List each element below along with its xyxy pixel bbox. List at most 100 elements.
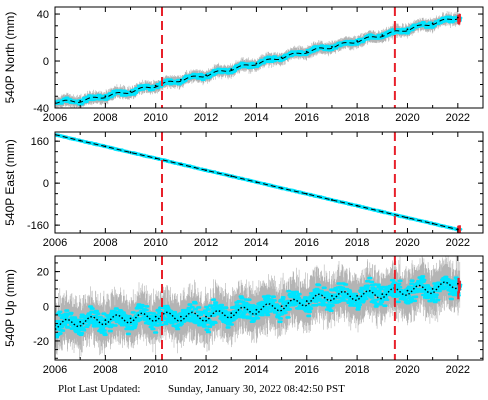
x-tick-label: 2012: [194, 237, 218, 249]
data-point-east-5: [179, 163, 182, 166]
x-tick-label: 2018: [345, 364, 369, 376]
model-line-east: [55, 134, 460, 231]
data-point-north-9: [280, 56, 283, 59]
data-point-east-12: [356, 204, 359, 207]
y-tick-label: 40: [37, 9, 49, 21]
data-point-north-6: [205, 74, 207, 77]
plot-area-north: [55, 11, 463, 108]
data-point-up-12: [356, 294, 359, 297]
model-line-up: [55, 281, 461, 331]
x-tick-label: 2012: [194, 364, 218, 376]
y-tick-label: 20: [37, 267, 49, 279]
y-tick-label: 0: [43, 56, 49, 68]
data-point-up-3: [129, 317, 132, 320]
data-point-north-1: [79, 100, 82, 102]
x-tick-label: 2022: [446, 237, 470, 249]
y-tick-label: 0: [43, 301, 49, 313]
plot-updated-label: Plot Last Updated:: [58, 383, 141, 395]
data-point-up-15: [431, 288, 434, 290]
data-point-east-14: [406, 216, 409, 219]
data-point-east-1: [79, 139, 82, 142]
x-tick-label: 2020: [395, 364, 419, 376]
data-point-north-5: [179, 78, 182, 81]
data-point-north-11: [331, 46, 333, 48]
panel-east: 2006 2008 2010 2012 2014 2016 2018 2020 2022 -160…: [3, 131, 484, 249]
x-tick-label: 2016: [295, 237, 319, 249]
panel-north: 2006 2008 2010 2012 2014 2016 2018 2020 2022 -40 0…: [3, 6, 484, 124]
x-tick-label: 2008: [93, 364, 117, 376]
data-point-east-15: [431, 222, 434, 225]
x-tick-label: 2022: [446, 364, 470, 376]
data-point-north-2: [104, 95, 107, 98]
panel-frame-up: [54, 255, 484, 361]
data-point-up-4: [154, 315, 157, 318]
x-tick-label: 2012: [194, 112, 218, 124]
y-axis-label-east: 540P East (mm): [3, 139, 17, 225]
y-tick-label: 160: [31, 136, 49, 148]
panel-frame-east: [54, 131, 484, 234]
x-tick-label: 2018: [345, 112, 369, 124]
data-point-up-10: [305, 300, 308, 302]
x-tick-label: 2022: [446, 112, 470, 124]
data-point-north-3: [129, 90, 132, 93]
plot-area-east: [55, 133, 463, 233]
y-axis-label-up: 540P Up (mm): [3, 269, 17, 347]
plot-area-up: [55, 256, 463, 360]
data-point-east-11: [331, 199, 333, 201]
data-point-up-1: [79, 320, 82, 323]
data-point-east-7: [230, 175, 233, 177]
filtered-points-north: [55, 15, 463, 106]
data-point-east-10: [305, 193, 308, 195]
x-tick-label: 2010: [143, 112, 167, 124]
data-point-up-5: [179, 315, 182, 318]
plot-footer: Plot Last Updated: Sunday, January 30, 2…: [0, 381, 488, 397]
data-point-north-10: [305, 50, 308, 53]
y-tick-label: 0: [43, 178, 49, 190]
panel-up: 2006 2008 2010 2012 2014 2016 2018 2020 2022 -20 0…: [3, 255, 484, 376]
data-point-east-2: [104, 145, 107, 148]
x-tick-label: 2014: [244, 112, 268, 124]
data-point-north-15: [431, 22, 434, 25]
data-point-up-7: [230, 312, 233, 315]
gps-time-series-chart: 2006 2008 2010 2012 2014 2016 2018 2020 2022 -40 0…: [3, 6, 484, 376]
x-tick-label: 2014: [244, 364, 268, 376]
data-point-east-6: [205, 169, 207, 172]
data-point-east-9: [280, 187, 283, 190]
plot-updated-timestamp: Sunday, January 30, 2022 08:42:50 PST: [168, 383, 345, 395]
data-point-north-16: [456, 16, 459, 19]
x-tick-label: 2008: [93, 237, 117, 249]
x-tick-label: 2006: [43, 364, 67, 376]
data-point-up-9: [280, 305, 283, 308]
y-axis-label-north: 540P North (mm): [3, 12, 17, 104]
data-point-east-8: [255, 181, 258, 184]
x-tick-label: 2006: [43, 237, 67, 249]
x-tick-label: 2016: [295, 112, 319, 124]
x-tick-label: 2018: [345, 237, 369, 249]
data-point-east-4: [154, 157, 157, 160]
data-point-north-12: [356, 40, 359, 42]
recent-points-up: [457, 277, 461, 300]
data-point-north-8: [255, 62, 258, 65]
data-point-up-11: [331, 294, 333, 297]
data-point-east-3: [129, 151, 132, 154]
x-tick-label: 2006: [43, 112, 67, 124]
x-tick-label: 2014: [244, 237, 268, 249]
data-point-east-13: [381, 210, 384, 213]
x-tick-label: 2008: [93, 112, 117, 124]
x-tick-label: 2020: [395, 112, 419, 124]
data-point-up-16: [456, 282, 459, 285]
data-point-north-4: [154, 84, 157, 87]
x-tick-label: 2010: [143, 237, 167, 249]
data-point-up-6: [205, 315, 207, 318]
y-tick-label: -40: [33, 103, 49, 115]
panel-frame-north: [54, 6, 484, 109]
data-point-north-14: [406, 28, 409, 31]
y-tick-label: -160: [27, 220, 49, 232]
data-point-up-8: [255, 308, 258, 311]
y-tick-label: -20: [33, 336, 49, 348]
recent-points-north: [457, 13, 461, 25]
data-point-up-13: [381, 293, 384, 296]
x-tick-label: 2020: [395, 237, 419, 249]
data-point-north-13: [381, 34, 384, 37]
x-tick-label: 2016: [295, 364, 319, 376]
